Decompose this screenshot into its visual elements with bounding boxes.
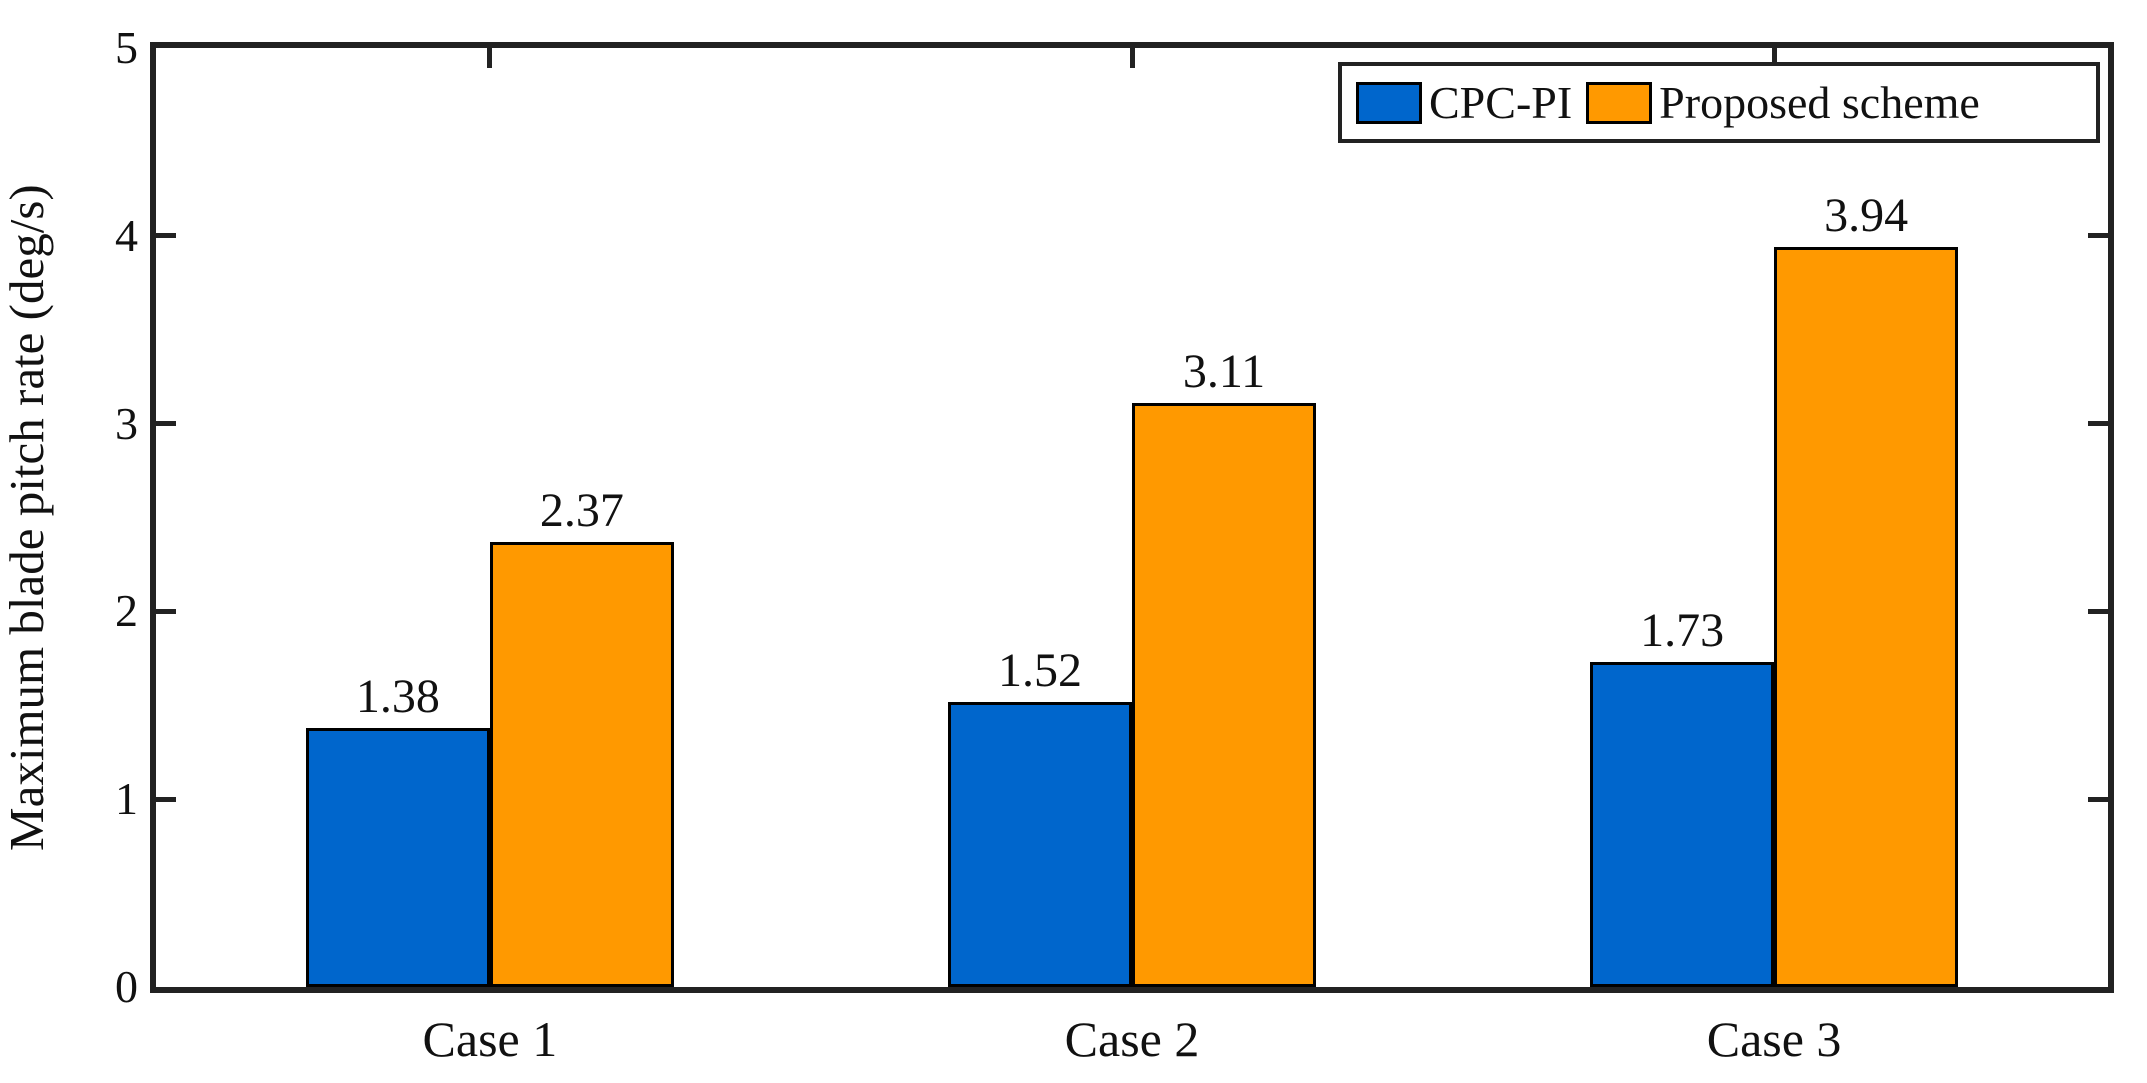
- legend: CPC-PI Proposed scheme: [1338, 62, 2100, 143]
- y-axis-tick: [156, 233, 176, 239]
- y-axis-tick: [2088, 796, 2108, 802]
- y-tick-label: 3: [115, 397, 138, 449]
- y-tick-label: 5: [115, 22, 138, 73]
- x-tick-label: Case 1: [422, 1011, 558, 1067]
- y-tick-label: 4: [115, 209, 138, 261]
- legend-swatch-icon: [1356, 81, 1422, 124]
- bar-value-label: 2.37: [539, 483, 624, 537]
- y-axis-tick: [2088, 608, 2108, 614]
- legend-entry: CPC-PI: [1356, 76, 1573, 128]
- bar-proposed-scheme-case-2: 3.11: [1132, 347, 1316, 987]
- x-axis-tick: [1129, 48, 1135, 68]
- bar-cpc-pi-case-2: 1.52: [948, 646, 1132, 987]
- y-tick-label: 1: [115, 773, 138, 825]
- y-axis-tick: [156, 608, 176, 614]
- bar-cpc-pi-case-1: 1.38: [305, 672, 490, 987]
- bar-value-label: 1.38: [355, 669, 440, 723]
- bar-value-label: 3.94: [1824, 189, 1909, 243]
- x-tick-label: Case 2: [1064, 1011, 1200, 1067]
- legend-swatch-icon: [1586, 81, 1653, 124]
- x-tick-label: Case 3: [1706, 1011, 1842, 1067]
- y-axis-tick: [156, 421, 176, 427]
- y-axis-tick: [2088, 233, 2108, 239]
- y-axis-title: Maximum blade pitch rate (deg/s): [0, 184, 54, 851]
- y-axis-tick: [156, 796, 176, 802]
- bar-proposed-scheme-case-1: 2.37: [489, 486, 674, 987]
- y-axis-tick: [2088, 421, 2108, 427]
- bar-value-label: 3.11: [1182, 344, 1266, 398]
- plot-canvas: 1.38 2.37 1.52 3.11 1.73 3.94: [156, 48, 2108, 987]
- x-axis-tick: [1771, 48, 1777, 68]
- bar-value-label: 1.52: [998, 643, 1082, 697]
- plot-area: 1.38 2.37 1.52 3.11 1.73 3.94: [150, 42, 2114, 993]
- legend-entry: Proposed scheme: [1586, 76, 1980, 128]
- bar-value-label: 1.73: [1640, 604, 1725, 658]
- legend-label: Proposed scheme: [1659, 76, 1980, 128]
- bar-proposed-scheme-case-3: 3.94: [1774, 192, 1959, 987]
- y-tick-label: 0: [115, 961, 138, 1012]
- y-tick-label: 2: [115, 585, 138, 637]
- x-axis-tick: [487, 48, 493, 68]
- legend-label: CPC-PI: [1429, 76, 1573, 128]
- bar-cpc-pi-case-3: 1.73: [1590, 607, 1775, 987]
